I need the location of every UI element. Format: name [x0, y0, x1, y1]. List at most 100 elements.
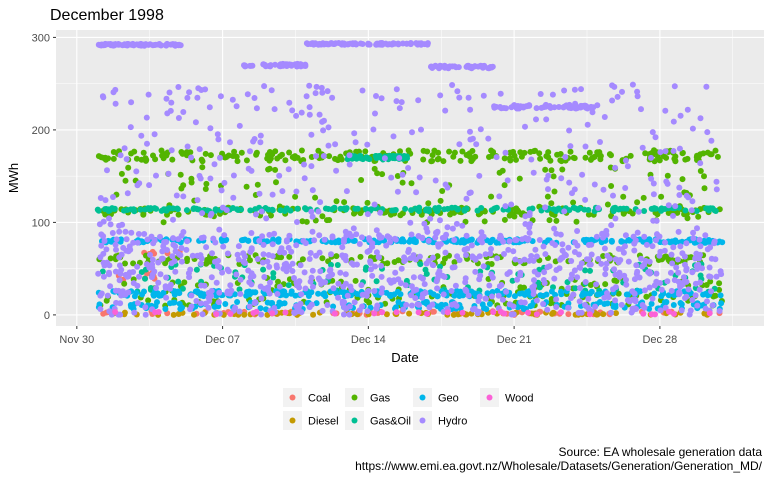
data-point — [175, 211, 182, 218]
data-point — [170, 216, 176, 223]
data-point — [254, 181, 261, 188]
data-point — [587, 261, 594, 268]
data-point — [537, 155, 544, 162]
data-point — [707, 151, 714, 158]
data-point — [138, 269, 145, 276]
data-point — [320, 153, 327, 159]
data-point — [244, 91, 251, 98]
data-point — [174, 206, 181, 213]
data-point — [552, 242, 559, 248]
data-point — [421, 281, 428, 288]
data-point — [548, 296, 555, 302]
data-point — [279, 291, 286, 298]
data-point — [236, 286, 243, 293]
data-point — [667, 269, 674, 276]
data-point — [122, 291, 129, 298]
data-point — [612, 297, 619, 304]
data-point — [353, 231, 360, 238]
data-point — [391, 235, 398, 242]
data-point — [225, 152, 232, 159]
data-point — [266, 149, 273, 155]
data-point — [652, 311, 658, 318]
data-point — [559, 254, 566, 261]
data-point — [400, 238, 407, 245]
data-point — [253, 105, 260, 112]
data-point — [286, 149, 293, 156]
data-point — [546, 217, 553, 224]
data-point — [231, 148, 238, 155]
data-point — [332, 239, 339, 246]
data-point — [386, 41, 393, 48]
data-point — [571, 86, 578, 93]
data-point — [309, 187, 316, 194]
data-point — [415, 97, 422, 104]
data-point — [153, 285, 160, 291]
data-point — [134, 263, 141, 270]
data-point — [376, 232, 383, 239]
data-point — [451, 292, 458, 299]
data-point — [594, 102, 601, 109]
data-point — [422, 266, 429, 273]
data-point — [172, 42, 179, 49]
data-point — [449, 82, 456, 88]
data-point — [205, 289, 212, 296]
data-point — [173, 192, 180, 199]
data-point — [117, 300, 124, 307]
data-point — [163, 274, 170, 281]
data-point — [641, 233, 648, 240]
data-point — [300, 157, 307, 163]
data-point — [671, 239, 678, 246]
data-point — [352, 139, 359, 146]
data-point — [566, 127, 573, 134]
legend-marker — [486, 394, 493, 401]
data-point — [717, 292, 724, 299]
data-point — [565, 244, 572, 251]
data-point — [145, 91, 152, 98]
data-point — [626, 237, 633, 244]
data-point — [624, 163, 631, 170]
data-point — [561, 208, 568, 215]
x-axis: Nov 30 Dec 07 Dec 14 Dec 21 Dec 28 — [59, 326, 677, 346]
data-point — [306, 82, 313, 89]
data-point — [117, 311, 124, 318]
data-point — [364, 211, 371, 218]
data-point — [142, 311, 149, 318]
data-point — [415, 309, 422, 316]
data-point — [319, 307, 326, 314]
data-point — [97, 195, 104, 201]
data-point — [675, 269, 682, 276]
data-point — [623, 205, 630, 212]
data-point — [348, 260, 355, 267]
data-point — [429, 64, 436, 71]
data-point — [505, 246, 512, 253]
data-point — [149, 256, 156, 263]
data-point — [612, 271, 619, 278]
data-point — [435, 204, 442, 211]
data-point — [649, 243, 656, 250]
data-point — [112, 241, 119, 248]
data-point — [468, 242, 475, 249]
data-point — [364, 199, 371, 206]
data-point — [379, 171, 386, 178]
data-point — [298, 109, 305, 116]
data-point — [449, 225, 456, 232]
data-point — [250, 138, 257, 145]
data-point — [670, 302, 677, 308]
data-point — [475, 298, 482, 304]
data-point — [425, 257, 432, 264]
data-point — [106, 215, 112, 222]
data-point — [512, 256, 519, 263]
data-point — [677, 243, 684, 250]
data-point — [538, 104, 545, 111]
data-point — [548, 200, 555, 207]
data-point — [170, 311, 177, 318]
data-point — [620, 193, 627, 200]
data-point — [285, 166, 292, 173]
data-point — [676, 184, 683, 191]
data-point — [597, 139, 603, 145]
data-point — [208, 274, 215, 281]
data-point — [276, 283, 283, 290]
data-point — [300, 237, 307, 244]
data-point — [401, 254, 408, 261]
data-point — [510, 303, 517, 310]
